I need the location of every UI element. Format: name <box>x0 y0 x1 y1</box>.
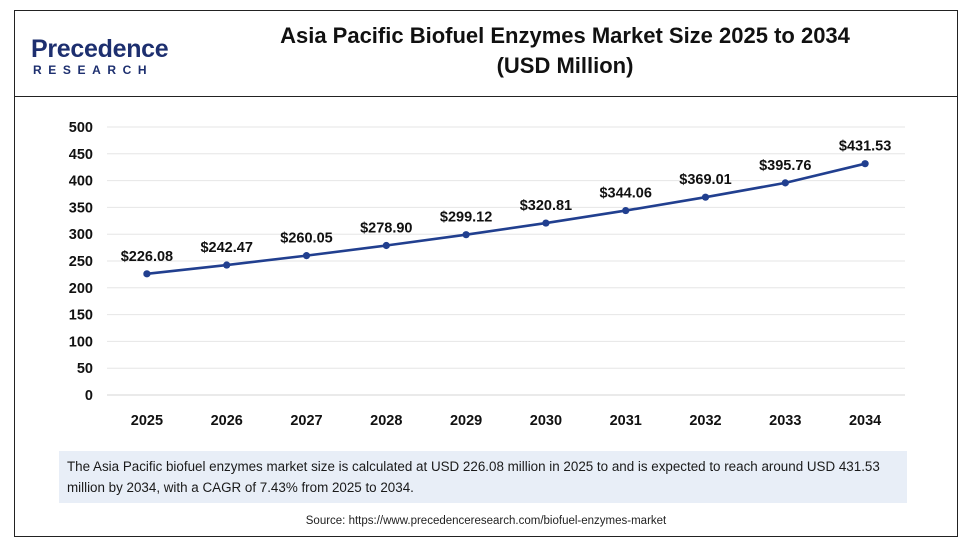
x-tick-label: 2030 <box>530 413 562 429</box>
x-tick-label: 2031 <box>610 413 642 429</box>
x-tick-label: 2026 <box>211 413 243 429</box>
data-point <box>861 160 869 168</box>
series-line-path <box>146 162 866 276</box>
gridlines <box>107 126 905 396</box>
chart-title-block: Asia Pacific Biofuel Enzymes Market Size… <box>245 21 885 81</box>
y-tick-label: 500 <box>69 120 93 136</box>
data-label: $226.08 <box>121 249 173 265</box>
data-label: $395.76 <box>759 158 811 174</box>
chart-subtitle: (USD Million) <box>496 53 634 78</box>
y-tick-label: 100 <box>69 334 93 350</box>
y-tick-label: 50 <box>77 361 93 377</box>
brand-sub: RESEARCH <box>33 63 154 77</box>
brand-name: Precedence <box>31 35 169 63</box>
brand-logo: Precedence RESEARCH <box>31 35 181 79</box>
data-point <box>143 270 151 278</box>
data-point <box>781 179 789 187</box>
y-tick-label: 300 <box>69 227 93 243</box>
y-tick-label: 200 <box>69 281 93 297</box>
data-label: $260.05 <box>280 231 332 247</box>
data-point <box>701 193 710 201</box>
x-tick-label: 2028 <box>370 413 402 429</box>
data-point <box>622 206 630 215</box>
series-line <box>146 162 866 276</box>
chart-frame: Precedence RESEARCH Asia Pacific Biofuel… <box>14 10 958 537</box>
x-tick-label: 2032 <box>689 413 721 429</box>
x-tick-label: 2034 <box>849 413 881 429</box>
data-label: $369.01 <box>679 172 731 188</box>
y-tick-label: 450 <box>69 147 93 163</box>
data-point <box>223 261 231 269</box>
x-tick-labels: 2025 2026 2027 2028 2029 2030 2031 2032 2033 2034 <box>131 413 881 429</box>
data-points <box>143 160 869 278</box>
data-label: $299.12 <box>440 210 492 226</box>
x-tick-label: 2025 <box>131 413 163 429</box>
data-point <box>542 219 550 227</box>
y-tick-labels: 0 50 100 150 200 250 300 350 400 450 500 <box>69 120 93 404</box>
chart-title: Asia Pacific Biofuel Enzymes Market Size… <box>280 23 850 48</box>
data-label: $320.81 <box>520 198 572 214</box>
summary-box: The Asia Pacific biofuel enzymes market … <box>59 451 907 503</box>
data-point <box>462 231 470 239</box>
y-tick-label: 0 <box>85 388 93 404</box>
data-label: $278.90 <box>360 221 412 237</box>
data-label: $242.47 <box>200 240 252 256</box>
y-tick-label: 250 <box>69 254 93 270</box>
y-tick-label: 400 <box>69 174 93 190</box>
data-point <box>382 241 390 250</box>
header: Precedence RESEARCH Asia Pacific Biofuel… <box>15 11 957 97</box>
data-point <box>302 252 311 260</box>
y-tick-label: 150 <box>69 308 93 324</box>
x-tick-label: 2027 <box>290 413 322 429</box>
data-label: $344.06 <box>599 186 651 202</box>
x-tick-label: 2033 <box>769 413 801 429</box>
y-tick-label: 350 <box>69 200 93 216</box>
data-labels: $226.08 $242.47 $260.05 $278.90 $299.12 $320.… <box>121 139 892 265</box>
x-tick-label: 2029 <box>450 413 482 429</box>
source-text: Source: https://www.precedenceresearch.c… <box>305 515 667 527</box>
data-label: $431.53 <box>839 139 891 155</box>
